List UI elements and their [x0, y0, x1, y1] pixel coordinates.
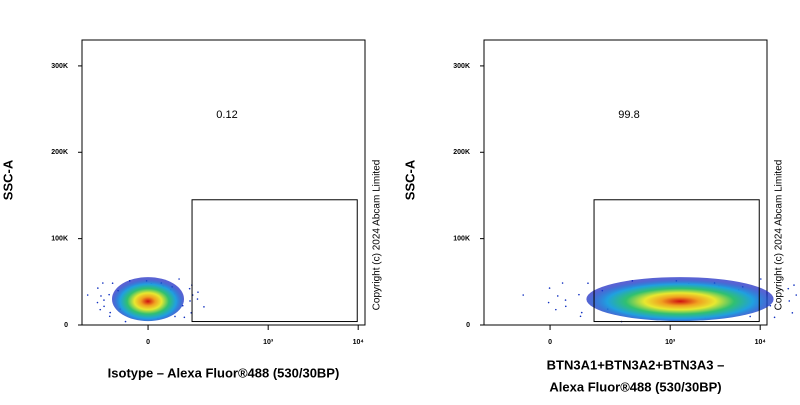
event-dot — [795, 294, 798, 296]
y-tick-label: 300K — [51, 63, 68, 70]
event-dot — [174, 315, 176, 318]
event-dot — [196, 298, 199, 300]
y-tick-label: 200K — [453, 149, 470, 156]
x-tick-label: 0 — [146, 339, 150, 346]
event-dot — [555, 308, 557, 311]
plot-frame — [81, 39, 366, 326]
copyright: Copyright (c) 2024 Abcam Limited — [372, 160, 383, 311]
y-tick-label: 0 — [64, 322, 68, 329]
event-dot — [773, 316, 776, 319]
y-tick-label: 0 — [466, 322, 470, 329]
event-dot — [561, 282, 564, 284]
event-dot — [587, 282, 589, 285]
gate — [191, 199, 358, 323]
y-axis-label: SSC-A — [402, 159, 417, 200]
event-dot — [793, 284, 795, 286]
event-dot — [111, 282, 114, 285]
gate-percent: 0.12 — [216, 109, 237, 121]
gate-percent: 99.8 — [618, 109, 639, 121]
event-dot — [86, 294, 89, 296]
x-tick-label: 10³ — [665, 339, 676, 346]
x-tick-label: 0 — [548, 339, 552, 346]
event-dot — [124, 320, 127, 323]
event-dot — [178, 278, 180, 280]
y-axis-label: SSC-A — [0, 159, 15, 200]
event-dot — [183, 316, 186, 319]
event-dot — [749, 315, 751, 318]
event-dot — [189, 300, 191, 302]
event-dot — [548, 287, 551, 289]
event-dot — [100, 295, 102, 297]
event-dot — [578, 293, 580, 296]
density-cloud — [112, 277, 184, 322]
y-tick-label: 200K — [51, 149, 68, 156]
x-axis-label: Isotype – Alexa Fluor®488 (530/30BP) — [108, 365, 340, 380]
event-dot — [97, 287, 99, 289]
event-dot — [108, 315, 111, 318]
event-dot — [103, 299, 105, 301]
copyright: Copyright (c) 2024 Abcam Limited — [774, 160, 785, 311]
event-dot — [522, 294, 525, 296]
event-dot — [103, 305, 105, 308]
event-dot — [760, 278, 762, 280]
event-dot — [556, 295, 559, 297]
x-axis-label: Alexa Fluor®488 (530/30BP) — [549, 379, 721, 394]
y-tick-label: 100K — [51, 235, 68, 242]
x-tick-label: 10⁴ — [755, 339, 767, 346]
event-dot — [787, 287, 790, 290]
event-dot — [547, 301, 550, 304]
event-dot — [108, 293, 110, 296]
event-dot — [197, 291, 199, 293]
event-dot — [579, 315, 582, 318]
event-dot — [102, 282, 104, 284]
density-cloud — [586, 277, 774, 322]
x-tick-label: 10³ — [263, 339, 274, 346]
y-tick-label: 100K — [453, 235, 470, 242]
plot-frame — [483, 39, 768, 326]
event-dot — [99, 308, 102, 311]
event-dot — [791, 312, 794, 314]
event-dot — [188, 287, 191, 290]
gate — [593, 199, 760, 323]
y-tick-label: 300K — [453, 63, 470, 70]
event-dot — [788, 300, 791, 302]
x-tick-label: 10⁴ — [353, 339, 365, 346]
event-dot — [580, 311, 583, 314]
x-axis-label: BTN3A1+BTN3A2+BTN3A3 – — [547, 357, 725, 372]
event-dot — [203, 306, 205, 308]
event-dot — [109, 311, 112, 314]
event-dot — [769, 304, 772, 307]
event-dot — [96, 301, 99, 304]
event-dot — [564, 305, 567, 308]
event-dot — [564, 299, 567, 301]
